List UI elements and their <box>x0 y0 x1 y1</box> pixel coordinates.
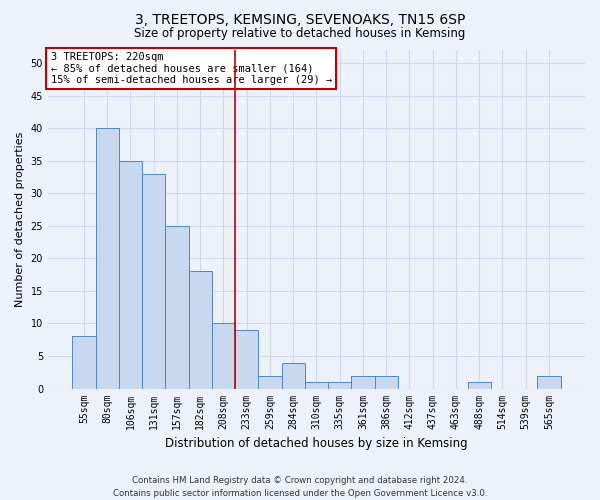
Bar <box>235 330 259 388</box>
Bar <box>281 362 305 388</box>
Text: 3, TREETOPS, KEMSING, SEVENOAKS, TN15 6SP: 3, TREETOPS, KEMSING, SEVENOAKS, TN15 6S… <box>135 12 465 26</box>
Bar <box>188 272 212 388</box>
Text: Size of property relative to detached houses in Kemsing: Size of property relative to detached ho… <box>134 28 466 40</box>
Bar <box>73 336 95 388</box>
Bar <box>328 382 352 388</box>
Bar <box>374 376 398 388</box>
Y-axis label: Number of detached properties: Number of detached properties <box>15 132 25 307</box>
Bar <box>212 324 235 388</box>
Bar <box>95 128 119 388</box>
Bar <box>467 382 491 388</box>
Bar <box>166 226 188 388</box>
Bar <box>352 376 374 388</box>
Bar <box>538 376 560 388</box>
Bar <box>259 376 281 388</box>
Bar <box>305 382 328 388</box>
Bar <box>142 174 166 388</box>
Bar <box>119 160 142 388</box>
X-axis label: Distribution of detached houses by size in Kemsing: Distribution of detached houses by size … <box>165 437 468 450</box>
Text: 3 TREETOPS: 220sqm
← 85% of detached houses are smaller (164)
15% of semi-detach: 3 TREETOPS: 220sqm ← 85% of detached hou… <box>50 52 332 85</box>
Text: Contains HM Land Registry data © Crown copyright and database right 2024.
Contai: Contains HM Land Registry data © Crown c… <box>113 476 487 498</box>
